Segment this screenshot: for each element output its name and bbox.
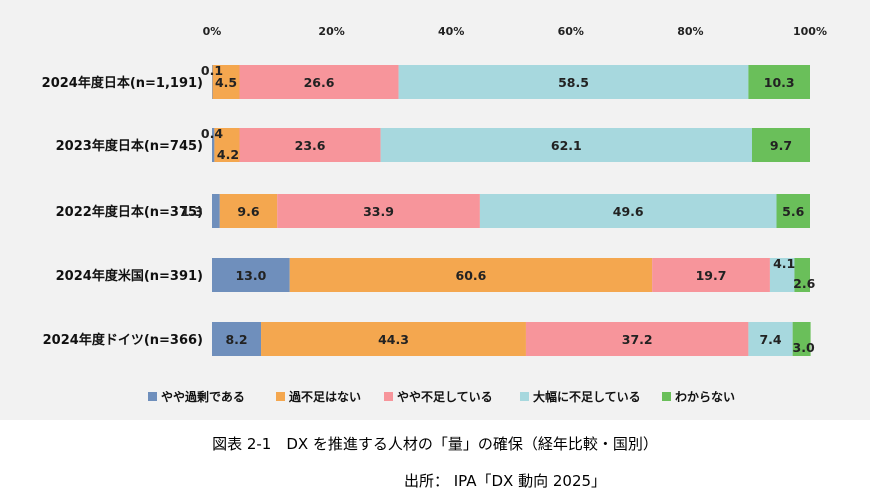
data-label: 37.2 [622, 332, 653, 347]
legend-swatch [662, 392, 671, 401]
data-label: 4.2 [217, 147, 239, 162]
x-tick-label: 60% [558, 25, 584, 38]
data-label: 60.6 [456, 268, 487, 283]
x-tick-label: 0% [203, 25, 222, 38]
bar-segment [792, 322, 811, 356]
figure-title: 図表 2-1 DX を推進する人材の「量」の確保（経年比較・国別） [212, 435, 658, 453]
bar-segment [748, 322, 793, 356]
legend-label: 大幅に不足している [533, 389, 641, 404]
chart-panel: 0% 20% 40% 60% 80% 100% 2024年度日本(n=1,191) 2023年… [0, 0, 870, 420]
data-label: 3.0 [793, 340, 815, 355]
bar-segment [214, 128, 240, 162]
bar-segment [261, 322, 526, 356]
data-label: 9.6 [237, 204, 259, 219]
legend-label: わからない [675, 390, 735, 404]
category-label: 2024年度日本(n=1,191) [42, 75, 203, 91]
data-label: 1.3 [181, 204, 203, 219]
bar-segment [751, 128, 810, 162]
data-label: 44.3 [378, 332, 409, 347]
data-label: 13.0 [235, 268, 266, 283]
bar-segment [525, 322, 749, 356]
bar-segment [769, 258, 795, 292]
data-label: 2.6 [793, 276, 815, 291]
bar-segment [380, 128, 752, 162]
bar-segment [277, 194, 480, 228]
bar-segment [212, 194, 220, 228]
bar-segment [212, 65, 213, 99]
legend-swatch [520, 392, 529, 401]
data-label: 4.1 [773, 256, 795, 271]
bar-segment [212, 258, 290, 292]
bar-segment [479, 194, 777, 228]
legend-label: 過不足はない [288, 389, 361, 404]
data-label: 9.7 [770, 138, 792, 153]
data-label: 7.4 [759, 332, 781, 347]
data-label: 23.6 [295, 138, 326, 153]
category-label: 2024年度ドイツ(n=366) [43, 332, 203, 348]
stacked-bar-chart: 0% 20% 40% 60% 80% 100% 2024年度日本(n=1,191) 2023年… [42, 25, 827, 404]
bar-segment [776, 194, 810, 228]
data-label: 49.6 [613, 204, 644, 219]
legend-swatch [148, 392, 157, 401]
category-label: 2024年度米国(n=391) [56, 268, 203, 284]
data-label: 62.1 [551, 138, 582, 153]
bar-segment [239, 65, 399, 99]
legend-label: やや不足している [397, 390, 493, 404]
legend-swatch [384, 392, 393, 401]
bar-segment [398, 65, 749, 99]
x-tick-label: 100% [793, 25, 827, 38]
data-label: 58.5 [558, 75, 589, 90]
legend-label: やや過剰である [161, 389, 245, 404]
bar-segment [289, 258, 653, 292]
bar-segment [239, 128, 381, 162]
data-label: 33.9 [363, 204, 394, 219]
bar-segment [212, 128, 215, 162]
data-label: 0.4 [201, 126, 223, 141]
bar-segment [652, 258, 770, 292]
x-tick-label: 40% [438, 25, 464, 38]
data-label: 26.6 [304, 75, 335, 90]
data-label: 8.2 [225, 332, 247, 347]
bar-segment [748, 65, 810, 99]
legend-swatch [276, 392, 285, 401]
x-tick-label: 80% [677, 25, 703, 38]
figure-source: 出所： IPA「DX 動向 2025」 [403, 472, 607, 490]
category-label: 2023年度日本(n=745) [56, 138, 203, 154]
bar-segment [212, 65, 240, 99]
bar-segment [794, 258, 810, 292]
data-label: 4.5 [215, 75, 237, 90]
data-label: 10.3 [764, 75, 795, 90]
bar-segment [212, 322, 262, 356]
data-label: 0.1 [201, 63, 223, 78]
data-label: 19.7 [696, 268, 727, 283]
x-tick-label: 20% [318, 25, 344, 38]
bar-segment [219, 194, 278, 228]
data-label: 5.6 [782, 204, 804, 219]
category-label: 2022年度日本(n=375) [56, 204, 203, 220]
